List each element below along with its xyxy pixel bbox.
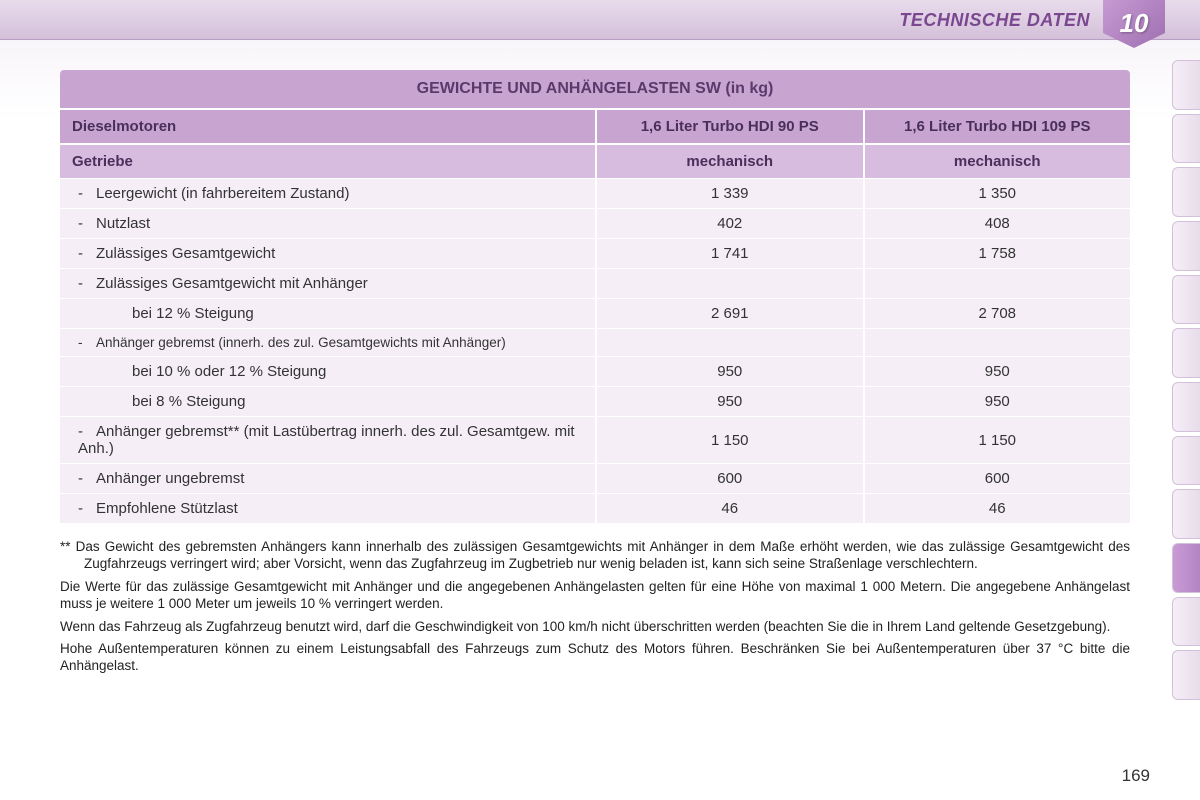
engine-col-2: 1,6 Liter Turbo HDI 109 PS <box>863 108 1131 143</box>
table-row: -Empfohlene Stützlast4646 <box>60 493 1130 523</box>
row-label-text: Zulässiges Gesamtgewicht <box>96 245 275 262</box>
table-row: -Anhänger gebremst (innerh. des zul. Ges… <box>60 328 1130 356</box>
row-value-2: 1 758 <box>863 238 1131 268</box>
footnotes: ** Das Gewicht des gebremsten Anhängers … <box>60 539 1130 675</box>
row-label-text: bei 10 % oder 12 % Steigung <box>96 363 326 380</box>
row-label-text: Anhänger ungebremst <box>96 470 244 487</box>
gearbox-col-1: mechanisch <box>595 143 863 178</box>
row-value-1 <box>595 328 863 356</box>
row-value-2: 1 350 <box>863 178 1131 208</box>
table-row: bei 12 % Steigung 2 6912 708 <box>60 298 1130 328</box>
row-value-2: 1 150 <box>863 416 1131 463</box>
list-bullet: - <box>78 215 96 232</box>
row-value-2 <box>863 268 1131 298</box>
side-tab[interactable] <box>1172 60 1200 110</box>
side-tab[interactable] <box>1172 328 1200 378</box>
row-label-text: bei 12 % Steigung <box>96 305 254 322</box>
row-label: -Zulässiges Gesamtgewicht mit Anhänger <box>60 268 595 298</box>
table-row: -Zulässiges Gesamtgewicht mit Anhänger <box>60 268 1130 298</box>
row-label: bei 8 % Steigung <box>60 386 595 416</box>
list-bullet: - <box>78 185 96 202</box>
row-label: -Zulässiges Gesamtgewicht <box>60 238 595 268</box>
table-row: -Nutzlast402408 <box>60 208 1130 238</box>
table-row: -Anhänger gebremst** (mit Lastübertrag i… <box>60 416 1130 463</box>
side-tab[interactable] <box>1172 221 1200 271</box>
gearbox-header-row: Getriebe mechanisch mechanisch <box>60 143 1130 178</box>
engines-header-row: Dieselmotoren 1,6 Liter Turbo HDI 90 PS … <box>60 108 1130 143</box>
row-label-text: bei 8 % Steigung <box>96 393 245 410</box>
side-tab[interactable] <box>1172 436 1200 486</box>
row-value-1: 950 <box>595 386 863 416</box>
row-label-text: Zulässiges Gesamtgewicht mit Anhänger <box>96 275 368 292</box>
list-bullet: - <box>78 245 96 262</box>
side-tab[interactable] <box>1172 114 1200 164</box>
side-tab[interactable] <box>1172 382 1200 432</box>
row-label: -Empfohlene Stützlast <box>60 493 595 523</box>
row-value-2 <box>863 328 1131 356</box>
row-label: -Leergewicht (in fahrbereitem Zustand) <box>60 178 595 208</box>
table-title: GEWICHTE UND ANHÄNGELASTEN SW (in kg) <box>60 70 1130 108</box>
table-row: -Leergewicht (in fahrbereitem Zustand)1 … <box>60 178 1130 208</box>
row-label: -Nutzlast <box>60 208 595 238</box>
manual-page: TECHNISCHE DATEN 10 GEWICHTE UND ANHÄNGE… <box>0 0 1200 800</box>
row-value-1: 600 <box>595 463 863 493</box>
side-tab[interactable] <box>1172 167 1200 217</box>
row-value-1: 1 339 <box>595 178 863 208</box>
footnote-p2: Wenn das Fahrzeug als Zugfahrzeug benutz… <box>60 619 1130 636</box>
side-tab[interactable] <box>1172 543 1200 593</box>
row-label-text: Nutzlast <box>96 215 150 232</box>
table-row: bei 8 % Steigung 950950 <box>60 386 1130 416</box>
table-title-row: GEWICHTE UND ANHÄNGELASTEN SW (in kg) <box>60 70 1130 108</box>
weights-table: GEWICHTE UND ANHÄNGELASTEN SW (in kg) Di… <box>60 70 1130 523</box>
list-bullet: - <box>78 470 96 487</box>
row-value-1: 1 741 <box>595 238 863 268</box>
list-bullet: - <box>78 275 96 292</box>
section-title: TECHNISCHE DATEN <box>899 10 1090 31</box>
header-bar: TECHNISCHE DATEN 10 <box>0 0 1200 40</box>
row-label-text: Leergewicht (in fahrbereitem Zustand) <box>96 185 349 202</box>
row-value-2: 600 <box>863 463 1131 493</box>
side-tab[interactable] <box>1172 489 1200 539</box>
content-area: GEWICHTE UND ANHÄNGELASTEN SW (in kg) Di… <box>0 40 1200 691</box>
engine-col-1: 1,6 Liter Turbo HDI 90 PS <box>595 108 863 143</box>
gearbox-label: Getriebe <box>60 143 595 178</box>
engines-label: Dieselmotoren <box>60 108 595 143</box>
row-value-2: 950 <box>863 356 1131 386</box>
list-bullet: - <box>78 423 96 440</box>
side-tab[interactable] <box>1172 597 1200 647</box>
row-value-2: 950 <box>863 386 1131 416</box>
row-value-1: 1 150 <box>595 416 863 463</box>
footnote-p3: Hohe Außentemperaturen können zu einem L… <box>60 641 1130 675</box>
row-value-1: 402 <box>595 208 863 238</box>
table-row: -Zulässiges Gesamtgewicht1 7411 758 <box>60 238 1130 268</box>
row-value-2: 2 708 <box>863 298 1131 328</box>
row-label: -Anhänger gebremst (innerh. des zul. Ges… <box>60 328 595 356</box>
side-tab[interactable] <box>1172 650 1200 700</box>
row-value-2: 408 <box>863 208 1131 238</box>
table-row: -Anhänger ungebremst600600 <box>60 463 1130 493</box>
row-label-text: Anhänger gebremst (innerh. des zul. Gesa… <box>96 335 506 350</box>
row-label-text: Empfohlene Stützlast <box>96 500 238 517</box>
side-tab[interactable] <box>1172 275 1200 325</box>
row-label: bei 10 % oder 12 % Steigung <box>60 356 595 386</box>
footnote-p1: Die Werte für das zulässige Gesamtgewich… <box>60 579 1130 613</box>
gearbox-col-2: mechanisch <box>863 143 1131 178</box>
row-value-2: 46 <box>863 493 1131 523</box>
list-bullet: - <box>78 335 96 350</box>
list-bullet: - <box>78 500 96 517</box>
side-tabs <box>1172 60 1200 700</box>
row-label: bei 12 % Steigung <box>60 298 595 328</box>
row-label: -Anhänger ungebremst <box>60 463 595 493</box>
row-value-1 <box>595 268 863 298</box>
table-row: bei 10 % oder 12 % Steigung 950950 <box>60 356 1130 386</box>
page-number: 169 <box>1122 766 1150 786</box>
row-value-1: 2 691 <box>595 298 863 328</box>
footnote-star: ** Das Gewicht des gebremsten Anhängers … <box>60 539 1130 573</box>
row-value-1: 46 <box>595 493 863 523</box>
row-label-text: Anhänger gebremst** (mit Lastübertrag in… <box>78 423 575 457</box>
row-label: -Anhänger gebremst** (mit Lastübertrag i… <box>60 416 595 463</box>
row-value-1: 950 <box>595 356 863 386</box>
